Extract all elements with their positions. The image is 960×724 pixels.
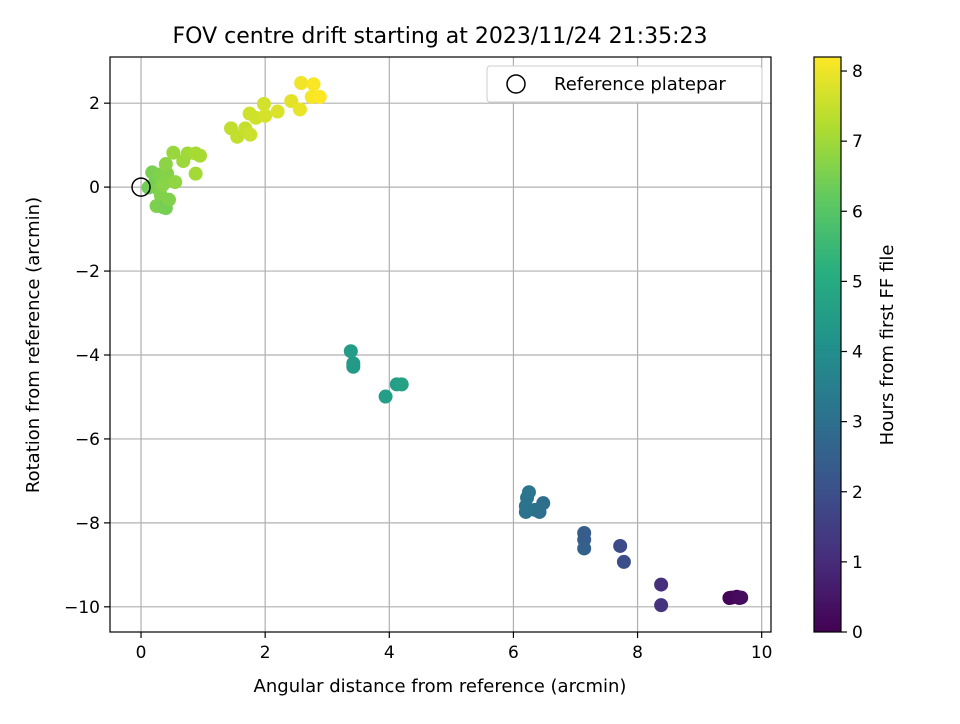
y-tick-label: 2 <box>89 94 100 114</box>
legend-label: Reference platepar <box>554 74 726 95</box>
colorbar-tick-label: 3 <box>852 413 863 433</box>
y-tick-label: 0 <box>89 178 100 198</box>
y-tick-label: −4 <box>75 346 100 366</box>
y-axis-label: Rotation from reference (arcmin) <box>23 197 44 493</box>
colorbar-tick-label: 0 <box>852 623 863 643</box>
legend-box <box>486 65 763 103</box>
x-tick-label: 6 <box>508 643 519 663</box>
y-tick-label: −10 <box>64 598 100 618</box>
data-points <box>141 76 749 613</box>
data-point <box>284 94 299 109</box>
data-point <box>616 554 631 569</box>
colorbar-tick-label: 2 <box>852 483 863 503</box>
data-point <box>378 389 393 404</box>
x-axis-label: Angular distance from reference (arcmin) <box>254 676 627 697</box>
data-point <box>168 175 183 190</box>
reference-point-marker <box>131 177 151 197</box>
data-point <box>312 89 327 104</box>
data-point <box>343 344 358 359</box>
y-tick-label: −6 <box>75 430 100 450</box>
colorbar-tick-label: 1 <box>852 553 863 573</box>
x-tick-label: 4 <box>384 643 395 663</box>
data-point <box>521 485 536 500</box>
plot-frame <box>109 56 772 633</box>
data-point <box>346 359 361 374</box>
data-point <box>192 148 207 163</box>
data-point <box>188 166 203 181</box>
data-point <box>258 108 273 123</box>
x-tick-label: 10 <box>751 643 773 663</box>
data-point <box>613 538 628 553</box>
legend: Reference platepar <box>486 65 763 103</box>
colorbar-tick-label: 8 <box>852 62 863 82</box>
data-point <box>654 577 669 592</box>
data-point <box>292 102 307 117</box>
data-point <box>155 178 170 193</box>
data-point <box>654 598 669 613</box>
x-tick-label: 8 <box>632 643 643 663</box>
data-point <box>734 590 749 605</box>
y-axis-ticks: −10 −8 −6 −4 −2 0 2 <box>64 94 110 618</box>
data-point <box>577 541 592 556</box>
x-axis-ticks: 0 2 4 6 8 10 <box>136 632 773 663</box>
colorbar-ticks: 0 1 2 3 4 5 6 7 8 <box>841 62 863 643</box>
x-tick-label: 2 <box>260 643 271 663</box>
data-point <box>394 377 409 392</box>
x-tick-label: 0 <box>136 643 147 663</box>
colorbar-tick-label: 5 <box>852 272 863 292</box>
data-point <box>270 104 285 119</box>
data-point <box>306 77 321 92</box>
data-point <box>256 97 271 112</box>
data-point <box>161 192 176 207</box>
data-point <box>243 127 258 142</box>
data-point <box>166 145 181 160</box>
colorbar <box>813 56 842 633</box>
y-tick-label: −2 <box>75 262 100 282</box>
legend-marker <box>506 74 526 94</box>
data-point <box>158 157 173 172</box>
data-point <box>294 76 309 91</box>
colorbar-tick-label: 4 <box>852 343 863 363</box>
colorbar-tick-label: 7 <box>852 132 863 152</box>
y-tick-label: −8 <box>75 514 100 534</box>
grid-lines <box>110 57 771 632</box>
colorbar-label: Hours from first FF file <box>877 245 898 446</box>
colorbar-tick-label: 6 <box>852 202 863 222</box>
chart-title: FOV centre drift starting at 2023/11/24 … <box>173 24 708 49</box>
